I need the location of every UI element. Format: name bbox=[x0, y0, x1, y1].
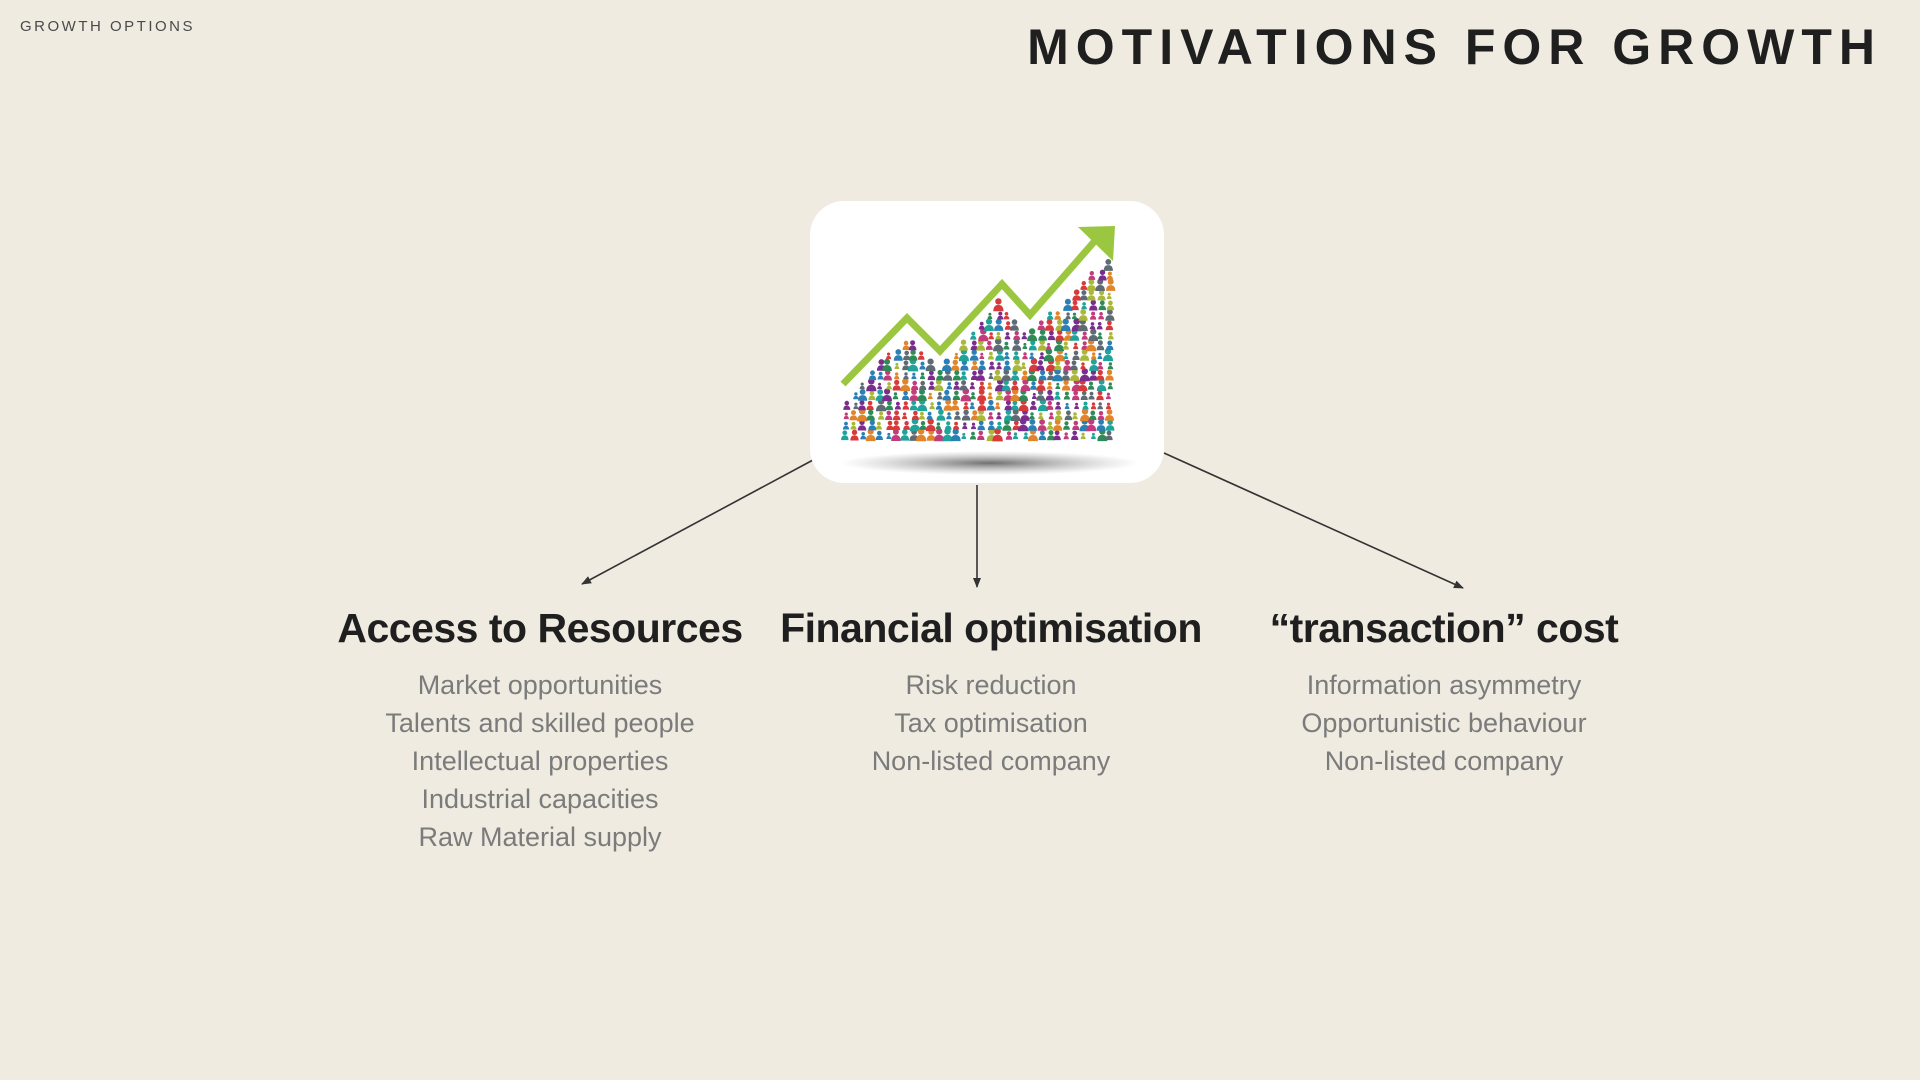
column-title: Financial optimisation bbox=[780, 605, 1202, 651]
list-item: Raw Material supply bbox=[418, 822, 662, 852]
list-item: Industrial capacities bbox=[421, 784, 659, 814]
growth-chart-people-icon bbox=[840, 226, 1140, 475]
list-item: Intellectual properties bbox=[411, 746, 669, 776]
growth-chart-card bbox=[810, 201, 1164, 483]
column-transaction-cost: “transaction” cost Information asymmetry… bbox=[1214, 605, 1674, 780]
column-financial-optimisation: Financial optimisation Risk reduction Ta… bbox=[761, 605, 1221, 780]
column-items: Market opportunities Talents and skilled… bbox=[310, 666, 770, 856]
list-item: Non-listed company bbox=[871, 746, 1111, 776]
arrow-to-transaction bbox=[1163, 452, 1464, 589]
section-label: GROWTH OPTIONS bbox=[20, 18, 195, 35]
column-items: Risk reduction Tax optimisation Non-list… bbox=[761, 666, 1221, 780]
list-item: Risk reduction bbox=[905, 670, 1077, 700]
column-title: “transaction” cost bbox=[1269, 605, 1619, 651]
list-item: Information asymmetry bbox=[1306, 670, 1582, 700]
column-access-to-resources: Access to Resources Market opportunities… bbox=[310, 605, 770, 856]
column-items: Information asymmetry Opportunistic beha… bbox=[1214, 666, 1674, 780]
list-item: Non-listed company bbox=[1324, 746, 1564, 776]
list-item: Tax optimisation bbox=[894, 708, 1088, 738]
list-item: Talents and skilled people bbox=[385, 708, 695, 738]
list-item: Opportunistic behaviour bbox=[1301, 708, 1587, 738]
arrow-to-resources bbox=[581, 459, 814, 585]
page-title: MOTIVATIONS FOR GROWTH bbox=[1027, 19, 1882, 75]
column-title: Access to Resources bbox=[337, 605, 743, 651]
list-item: Market opportunities bbox=[417, 670, 663, 700]
